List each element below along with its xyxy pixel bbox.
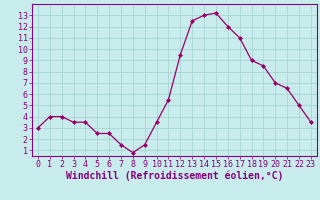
X-axis label: Windchill (Refroidissement éolien,°C): Windchill (Refroidissement éolien,°C) xyxy=(66,171,283,181)
